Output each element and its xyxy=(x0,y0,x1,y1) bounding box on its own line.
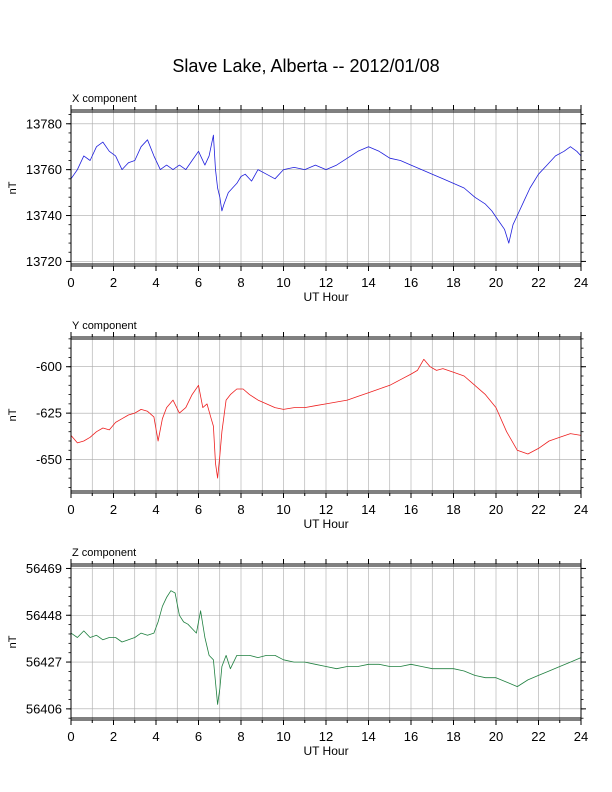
chart0-y-tick-label: 13760 xyxy=(26,162,62,177)
chart2-x-tick-label: 2 xyxy=(110,729,117,744)
x-component-panel: 0 2 4 6 8 10 12 14 16 18 20 22 241372013740137601378… xyxy=(7,93,588,304)
chart2-y-axis-label: nT xyxy=(7,635,19,648)
chart2-x-tick-label: 8 xyxy=(237,729,244,744)
chart2-x-tick-label: 14 xyxy=(361,729,375,744)
chart2-x-tick-label: 20 xyxy=(489,729,503,744)
chart2-x-axis-label: UT Hour xyxy=(303,744,348,758)
chart0-x-tick-label: 22 xyxy=(531,275,545,290)
chart1-x-tick-label: 14 xyxy=(361,502,375,517)
chart1-y-tick-label: -600 xyxy=(36,359,62,374)
chart0-x-tick-label: 12 xyxy=(319,275,333,290)
chart0-x-tick-label: 14 xyxy=(361,275,375,290)
chart1-x-tick-label: 6 xyxy=(195,502,202,517)
chart0-x-tick-label: 0 xyxy=(67,275,74,290)
chart2-x-tick-label: 24 xyxy=(574,729,588,744)
chart0-x-tick-label: 10 xyxy=(276,275,290,290)
chart2-x-tick-label: 4 xyxy=(152,729,159,744)
chart1-x-tick-label: 0 xyxy=(67,502,74,517)
chart1-y-tick-label: -650 xyxy=(36,452,62,467)
chart0-y-axis-label: nT xyxy=(7,181,19,194)
chart1-x-axis-label: UT Hour xyxy=(303,517,348,531)
chart2-x-tick-label: 6 xyxy=(195,729,202,744)
chart2-x-tick-label: 22 xyxy=(531,729,545,744)
chart0-subtitle: X component xyxy=(72,93,137,105)
chart1-subtitle: Y component xyxy=(72,320,137,332)
chart0-x-tick-label: 20 xyxy=(489,275,503,290)
chart2-subtitle: Z component xyxy=(72,547,136,559)
chart0-x-tick-label: 16 xyxy=(404,275,418,290)
chart2-x-tick-label: 10 xyxy=(276,729,290,744)
chart1-x-tick-label: 8 xyxy=(237,502,244,517)
z-component-panel: 0 2 4 6 8 10 12 14 16 18 20 22 245640656427564485646… xyxy=(7,547,588,758)
chart0-x-tick-label: 18 xyxy=(446,275,460,290)
chart1-x-tick-label: 4 xyxy=(152,502,159,517)
chart2-x-tick-label: 12 xyxy=(319,729,333,744)
chart1-x-tick-label: 18 xyxy=(446,502,460,517)
chart0-x-axis-label: UT Hour xyxy=(303,290,348,304)
chart2-y-tick-label: 56406 xyxy=(26,701,62,716)
chart0-y-tick-label: 13780 xyxy=(26,116,62,131)
chart1-x-tick-label: 16 xyxy=(404,502,418,517)
chart0-series-line xyxy=(70,134,582,244)
chart0-x-tick-label: 4 xyxy=(152,275,159,290)
chart2-y-tick-label: 56469 xyxy=(26,561,62,576)
chart1-x-tick-label: 10 xyxy=(276,502,290,517)
chart1-y-tick-label: -625 xyxy=(36,406,62,421)
chart0-x-tick-label: 6 xyxy=(195,275,202,290)
chart1-x-tick-label: 20 xyxy=(489,502,503,517)
chart0-x-tick-label: 24 xyxy=(574,275,588,290)
chart1-y-axis-label: nT xyxy=(7,408,19,421)
chart2-y-tick-label: 56427 xyxy=(26,655,62,670)
chart2-x-tick-label: 18 xyxy=(446,729,460,744)
chart2-series-line xyxy=(70,590,582,705)
chart1-x-tick-label: 2 xyxy=(110,502,117,517)
chart1-series-line xyxy=(70,358,582,479)
chart1-x-tick-label: 12 xyxy=(319,502,333,517)
chart2-y-tick-label: 56448 xyxy=(26,608,62,623)
chart2-x-tick-label: 0 xyxy=(67,729,74,744)
chart1-x-tick-label: 24 xyxy=(574,502,588,517)
chart0-y-tick-label: 13720 xyxy=(26,254,62,269)
page-title: Slave Lake, Alberta -- 2012/01/08 xyxy=(172,56,440,76)
chart2-x-tick-label: 16 xyxy=(404,729,418,744)
chart0-y-tick-label: 13740 xyxy=(26,208,62,223)
chart0-x-tick-label: 8 xyxy=(237,275,244,290)
chart0-x-tick-label: 2 xyxy=(110,275,117,290)
chart1-x-tick-label: 22 xyxy=(531,502,545,517)
